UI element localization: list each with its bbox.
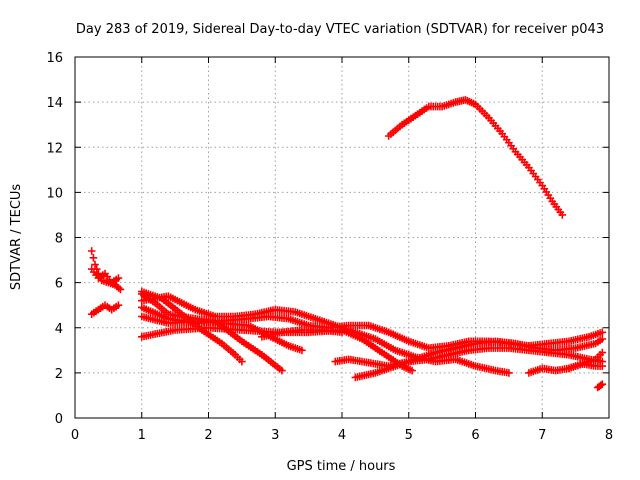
y-tick-labels: 0 2 4 6 8 10 12 14 16 — [46, 51, 63, 427]
series-markers — [138, 292, 513, 377]
series-sat-m — [351, 335, 607, 382]
x-tick-label: 5 — [405, 428, 413, 443]
x-tick-label: 6 — [471, 428, 479, 443]
series-markers — [258, 326, 346, 341]
x-tick-label: 0 — [71, 428, 79, 443]
x-tick-label: 4 — [338, 428, 346, 443]
y-tick-label: 0 — [55, 412, 63, 427]
x-tick-label: 3 — [271, 428, 279, 443]
series-sat-b — [87, 247, 125, 294]
series-markers — [87, 301, 123, 318]
y-tick-label: 4 — [55, 322, 63, 337]
series-sat-g — [138, 292, 513, 377]
y-tick-label: 12 — [46, 141, 63, 156]
x-tick-labels: 0 1 2 3 4 5 6 7 8 — [71, 428, 613, 443]
series-sat-d — [384, 96, 567, 219]
series-markers — [351, 335, 607, 382]
x-tick-label: 8 — [605, 428, 613, 443]
y-tick-label: 16 — [46, 51, 63, 66]
series-markers — [384, 96, 567, 219]
grid-lines — [75, 57, 609, 418]
y-tick-label: 8 — [55, 232, 63, 247]
x-tick-label: 2 — [204, 428, 212, 443]
chart-title: Day 283 of 2019, Sidereal Day-to-day VTE… — [76, 22, 604, 37]
y-tick-label: 6 — [55, 277, 63, 292]
series-markers — [87, 247, 125, 294]
y-tick-label: 2 — [55, 367, 63, 382]
y-tick-label: 14 — [46, 96, 63, 111]
series-sat-o — [565, 360, 607, 373]
series-sat-c — [87, 301, 123, 318]
x-axis-label: GPS time / hours — [287, 459, 396, 474]
y-tick-label: 10 — [46, 186, 63, 201]
series-sat-p — [593, 380, 607, 392]
data-points — [87, 96, 607, 392]
series-sat-k — [258, 326, 346, 341]
series-markers — [593, 380, 607, 392]
y-axis-label: SDTVAR / TECUs — [9, 184, 24, 291]
x-tick-label: 7 — [538, 428, 546, 443]
series-markers — [565, 360, 607, 373]
x-tick-label: 1 — [138, 428, 146, 443]
plot-frame — [74, 56, 610, 419]
